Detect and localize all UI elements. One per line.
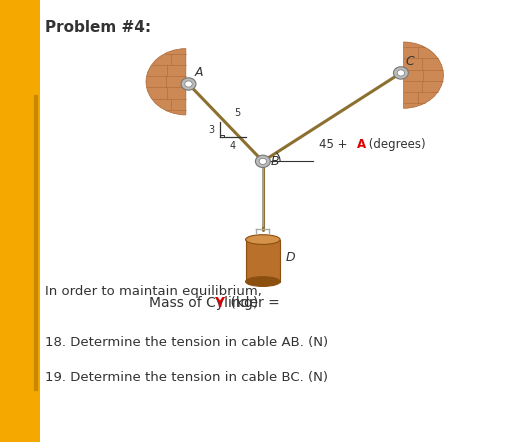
Bar — [0, 0, 40, 442]
Text: A: A — [357, 138, 366, 151]
Ellipse shape — [245, 277, 280, 286]
Text: (degrees): (degrees) — [365, 138, 426, 151]
Text: (kg): (kg) — [226, 296, 258, 310]
Text: 4: 4 — [230, 141, 236, 151]
Text: B: B — [270, 155, 279, 168]
Text: A: A — [195, 66, 203, 79]
Circle shape — [255, 155, 270, 168]
Text: D: D — [285, 251, 295, 263]
Circle shape — [181, 78, 196, 90]
Text: 18. Determine the tension in cable AB. (N): 18. Determine the tension in cable AB. (… — [45, 336, 328, 349]
Wedge shape — [146, 49, 186, 115]
Circle shape — [185, 81, 192, 87]
Text: 19. Determine the tension in cable BC. (N): 19. Determine the tension in cable BC. (… — [45, 371, 328, 384]
Wedge shape — [404, 42, 443, 108]
Text: In order to maintain equilibrium,: In order to maintain equilibrium, — [45, 285, 262, 298]
Text: Problem #4:: Problem #4: — [45, 20, 151, 35]
Text: C: C — [405, 55, 414, 68]
Ellipse shape — [245, 235, 280, 244]
Text: Y: Y — [215, 296, 225, 310]
Circle shape — [397, 70, 405, 76]
Text: 45 +: 45 + — [319, 138, 351, 151]
Text: 5: 5 — [234, 108, 241, 118]
Circle shape — [393, 67, 408, 79]
Text: 3: 3 — [208, 125, 214, 134]
Text: Mass of Cylinder =: Mass of Cylinder = — [149, 296, 284, 310]
Circle shape — [259, 158, 267, 164]
Bar — [245, 240, 280, 282]
